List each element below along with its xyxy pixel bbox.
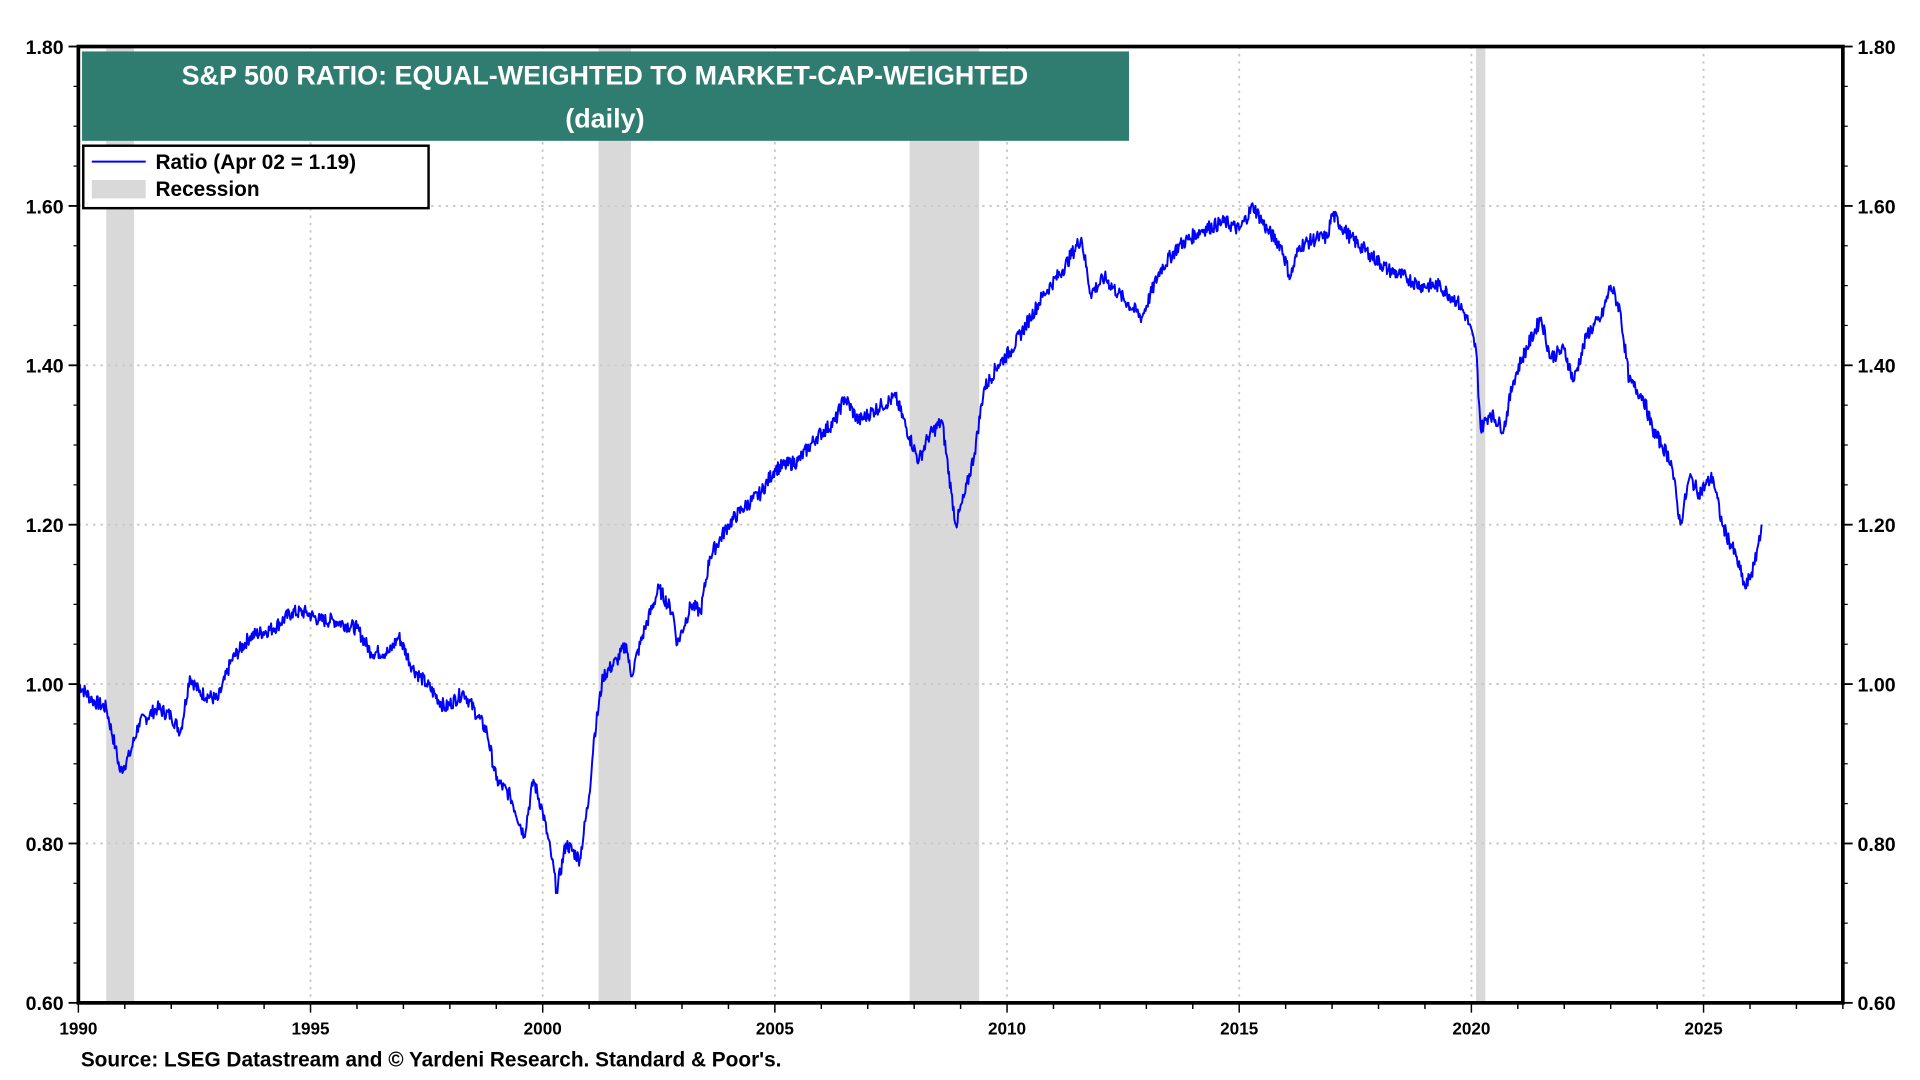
legend-label-ratio: Ratio (Apr 02 = 1.19) <box>156 151 357 174</box>
y-tick-label-left: 0.80 <box>26 834 64 856</box>
y-tick-label-left: 1.80 <box>26 37 64 59</box>
x-tick-label: 2005 <box>756 1019 795 1039</box>
x-tick-label: 1990 <box>59 1019 97 1039</box>
y-tick-label-right: 1.20 <box>1858 515 1896 537</box>
title-banner <box>82 51 1129 141</box>
y-tick-label-right: 1.60 <box>1858 196 1896 218</box>
y-tick-label-left: 0.60 <box>26 993 64 1015</box>
recession-band <box>1476 46 1486 1003</box>
y-tick-label-right: 0.60 <box>1858 993 1896 1015</box>
x-tick-label: 2015 <box>1220 1019 1259 1039</box>
y-tick-label-left: 1.00 <box>26 674 64 696</box>
legend-swatch-recession <box>91 180 146 199</box>
y-tick-label-left: 1.60 <box>26 196 64 218</box>
x-tick-label: 2020 <box>1452 1019 1490 1039</box>
legend-label-recession: Recession <box>156 178 260 201</box>
legend: Ratio (Apr 02 = 1.19) Recession <box>82 144 430 210</box>
recession-band <box>598 46 631 1003</box>
x-tick-label: 1995 <box>291 1019 330 1039</box>
ratio-series-line <box>77 202 1763 895</box>
y-tick-label-right: 1.00 <box>1858 674 1896 696</box>
y-tick-label-right: 1.80 <box>1858 37 1896 59</box>
axis-ticks: 0.60 0.60 0.80 0.80 1.00 1.00 1.20 1.20 1.40 1.40… <box>26 37 1896 1039</box>
chart-subtitle: (daily) <box>565 103 644 133</box>
y-tick-label-left: 1.20 <box>26 515 64 537</box>
x-tick-label: 2010 <box>988 1019 1026 1039</box>
y-tick-label-right: 0.80 <box>1858 834 1896 856</box>
y-tick-label-right: 1.40 <box>1858 356 1896 378</box>
source-note: Source: LSEG Datastream and © Yardeni Re… <box>81 1049 782 1072</box>
chart-title: S&P 500 RATIO: EQUAL-WEIGHTED TO MARKET-… <box>182 60 1029 90</box>
x-tick-label: 2000 <box>524 1019 562 1039</box>
x-tick-label: 2025 <box>1685 1019 1724 1039</box>
y-tick-label-left: 1.40 <box>26 356 64 378</box>
